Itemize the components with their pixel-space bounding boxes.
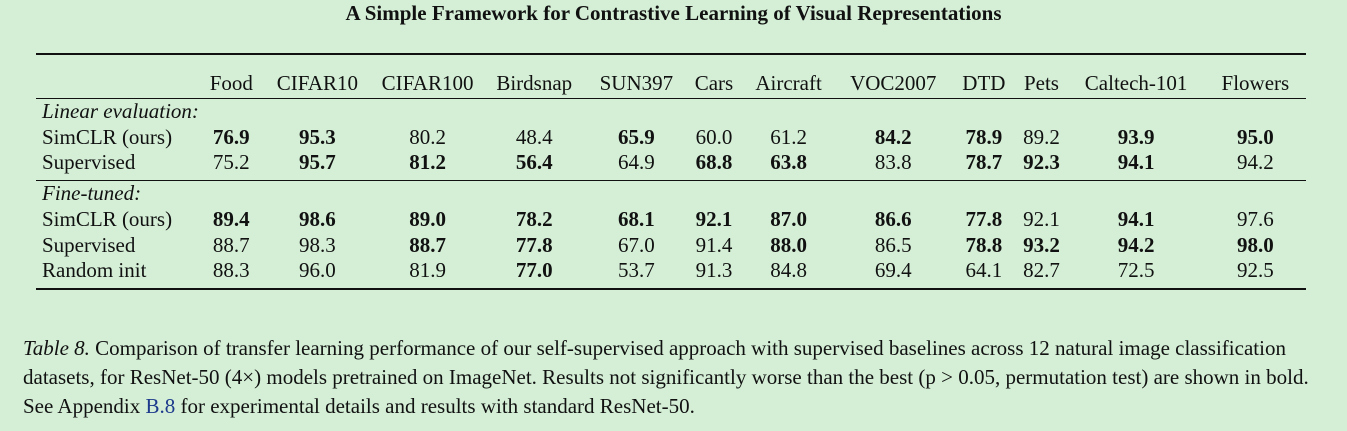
section-title: Fine-tuned: (42, 181, 142, 205)
page-title: A Simple Framework for Contrastive Learn… (345, 1, 1002, 25)
table-cell: 88.7 (409, 232, 446, 257)
caption-text: Comparison of transfer learning performa… (23, 336, 1309, 418)
table-cell: 81.2 (409, 150, 446, 174)
table-cell: 98.6 (299, 206, 336, 231)
table-cell: 48.4 (515, 124, 553, 149)
table-cell: 72.5 (1117, 258, 1155, 282)
table-cell: 94.1 (1117, 150, 1155, 174)
table-cell: 60.0 (695, 124, 733, 149)
table-cell: 83.8 (874, 150, 912, 174)
table-cell: 76.9 (212, 124, 250, 149)
results-table-container: Food CIFAR10 CIFAR100 Birdsnap SUN397 Cars Air… (36, 53, 1306, 290)
column-header: CIFAR10 (276, 71, 359, 95)
table-cell: 78.7 (965, 150, 1003, 174)
table-cell: 94.1 (1117, 206, 1155, 231)
table-row: Supervised 75.2 95.7 81.2 56.4 64.9 68.8 63.8 83… (36, 150, 1306, 181)
table-cell: 95.7 (299, 150, 336, 174)
header-corner (36, 55, 202, 99)
table-cell: 92.3 (1023, 150, 1060, 174)
results-table: Food CIFAR10 CIFAR100 Birdsnap SUN397 Cars Air… (36, 55, 1306, 288)
column-header: CIFAR100 (381, 71, 474, 95)
table-cell: 69.4 (874, 258, 912, 282)
table-cell: 93.2 (1023, 232, 1060, 257)
table-cell: 82.7 (1023, 258, 1060, 282)
table-cell: 97.6 (1236, 206, 1274, 231)
table-cell: 94.2 (1236, 150, 1274, 174)
table-cell: 91.3 (695, 258, 733, 282)
table-cell: 78.8 (965, 232, 1003, 257)
table-cell: 77.8 (515, 232, 553, 257)
table-cell: 77.8 (965, 206, 1003, 231)
column-header: SUN397 (599, 71, 674, 95)
column-header: Pets (1023, 71, 1059, 95)
table-header: Food CIFAR10 CIFAR100 Birdsnap SUN397 Cars Air… (36, 55, 1306, 99)
table-cell: 63.8 (770, 150, 807, 174)
table-caption: Table 8. Comparison of transfer learning… (23, 334, 1323, 421)
table-cell: 68.1 (618, 206, 655, 231)
section-title: Linear evaluation: (42, 99, 199, 123)
section-header-row: Linear evaluation: (36, 99, 1306, 125)
table-cell: 80.2 (409, 124, 446, 149)
appendix-link[interactable]: B.8 (145, 394, 176, 418)
table-cell: 95.0 (1236, 124, 1274, 149)
table-cell: 67.0 (618, 232, 655, 257)
table-cell: 95.3 (299, 124, 336, 149)
table-cell: 88.7 (212, 232, 250, 257)
table-cell: 88.0 (770, 232, 807, 257)
table-cell: 92.1 (695, 206, 733, 231)
table-cell: 87.0 (770, 206, 807, 231)
table-cell: 94.2 (1117, 232, 1155, 257)
table-cell: 84.2 (874, 124, 912, 149)
table-row: Supervised 88.7 98.3 88.7 77.8 67.0 91.4 88.0 86… (36, 232, 1306, 258)
table-cell: 98.3 (299, 232, 336, 257)
table-cell: 56.4 (515, 150, 553, 174)
table-cell: 88.3 (212, 258, 250, 282)
method-name: SimCLR (ours) (42, 206, 173, 231)
table-cell: 86.5 (874, 232, 912, 257)
table-cell: 78.9 (965, 124, 1003, 149)
table-cell: 92.5 (1236, 258, 1274, 282)
column-header: Cars (694, 71, 734, 95)
header-row: Food CIFAR10 CIFAR100 Birdsnap SUN397 Cars Air… (36, 55, 1306, 99)
method-name: Supervised (42, 232, 136, 257)
table-cell: 89.2 (1023, 124, 1060, 149)
table-cell: 78.2 (515, 206, 553, 231)
table-cell: 65.9 (618, 124, 655, 149)
table-cell: 84.8 (770, 258, 807, 282)
column-header: VOC2007 (850, 71, 937, 95)
table-cell: 81.9 (409, 258, 446, 282)
column-header: Flowers (1221, 71, 1290, 95)
section-header-row: Fine-tuned: (36, 181, 1306, 207)
table-cell: 91.4 (695, 232, 733, 257)
column-header: Food (209, 71, 253, 95)
table-cell: 53.7 (618, 258, 655, 282)
table-cell: 86.6 (874, 206, 912, 231)
table-cell: 98.0 (1236, 232, 1274, 257)
caption-label: Table 8. (23, 336, 90, 360)
table-cell: 89.4 (212, 206, 250, 231)
table-cell: 68.8 (695, 150, 733, 174)
table-section: Fine-tuned: SimCLR (ours) 89.4 98.6 89.0 78.2… (36, 181, 1306, 289)
column-header: Birdsnap (496, 71, 573, 95)
column-header: DTD (962, 71, 1006, 95)
table-row: SimCLR (ours) 89.4 98.6 89.0 78.2 68.1 92.1 87.… (36, 206, 1306, 232)
table-cell: 96.0 (299, 258, 336, 282)
table-cell: 92.1 (1023, 206, 1060, 231)
table-cell: 75.2 (212, 150, 250, 174)
table-cell: 64.9 (618, 150, 655, 174)
method-name: SimCLR (ours) (42, 124, 173, 149)
table-cell: 77.0 (515, 258, 553, 282)
table-section: Linear evaluation: SimCLR (ours) 76.9 95.3 8… (36, 99, 1306, 181)
column-header: Aircraft (755, 71, 822, 95)
table-cell: 61.2 (770, 124, 807, 149)
table-cell: 89.0 (409, 206, 446, 231)
method-name: Supervised (42, 150, 136, 174)
table-cell: 93.9 (1117, 124, 1155, 149)
table-row: SimCLR (ours) 76.9 95.3 80.2 48.4 65.9 60.0 61.… (36, 124, 1306, 150)
column-header: Caltech-101 (1084, 71, 1188, 95)
caption-text-end: for experimental details and results wit… (175, 394, 695, 418)
table-row: Random init 88.3 96.0 81.9 77.0 53.7 91.3 84.8 6… (36, 258, 1306, 288)
table-cell: 64.1 (965, 258, 1003, 282)
method-name: Random init (42, 258, 147, 282)
